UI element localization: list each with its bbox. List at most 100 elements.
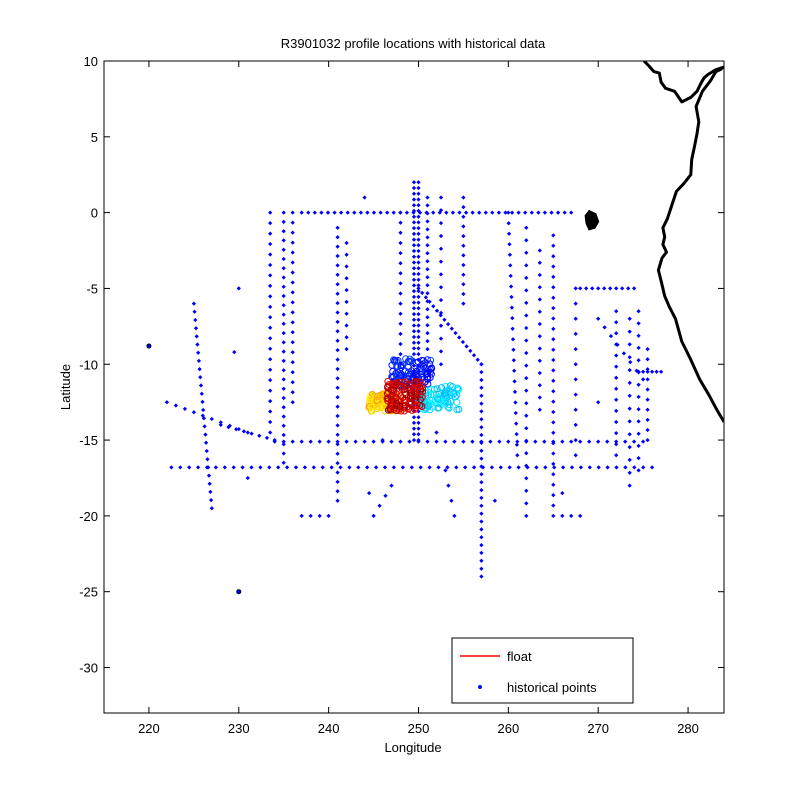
historical-point (524, 350, 529, 356)
historical-point (290, 360, 295, 365)
historical-point (551, 472, 556, 477)
historical-point (268, 419, 273, 425)
historical-point (365, 465, 370, 470)
y-tick-label: -25 (79, 585, 98, 600)
float-series (365, 355, 463, 415)
historical-point (425, 315, 430, 320)
historical-point (442, 317, 447, 322)
historical-point (411, 288, 417, 294)
float-profile-marker (373, 393, 381, 400)
historical-point (510, 326, 515, 331)
historical-point (479, 377, 484, 383)
historical-point (194, 334, 199, 339)
historical-point (516, 465, 521, 470)
historical-point (416, 340, 421, 345)
historical-point (416, 283, 421, 288)
historical-point (560, 465, 566, 470)
historical-point (551, 389, 556, 394)
historical-point (497, 439, 502, 444)
historical-point (335, 498, 340, 503)
historical-point (411, 311, 417, 317)
historical-point (636, 468, 641, 473)
y-tick-label: 5 (91, 130, 98, 145)
historical-point (281, 256, 286, 262)
float-profile-marker (402, 390, 410, 398)
historical-point (551, 316, 556, 321)
historical-point (513, 410, 518, 416)
historical-point (352, 210, 357, 215)
historical-point (457, 210, 462, 215)
y-tick-label: -5 (86, 281, 98, 296)
historical-point (470, 439, 475, 444)
historical-point (542, 210, 548, 215)
historical-point (290, 300, 295, 305)
historical-point (479, 487, 484, 493)
historical-point (281, 451, 286, 456)
historical-point (537, 346, 542, 351)
historical-point (416, 266, 421, 271)
historical-point (464, 344, 469, 349)
historical-point (416, 231, 421, 237)
historical-point (290, 439, 295, 444)
historical-point (645, 407, 650, 412)
historical-point (281, 210, 286, 215)
historical-point (654, 369, 659, 374)
historical-point (479, 448, 484, 453)
historical-point (335, 439, 340, 444)
historical-point (335, 479, 340, 485)
historical-point (537, 248, 542, 253)
historical-point (614, 286, 619, 291)
historical-point (411, 340, 417, 345)
historical-point (398, 321, 403, 326)
historical-point (411, 415, 417, 420)
historical-point (627, 329, 632, 334)
historical-point (411, 248, 417, 254)
historical-point (431, 210, 436, 215)
historical-point (551, 347, 556, 352)
historical-point (383, 493, 388, 498)
historical-point (524, 375, 529, 381)
historical-point (411, 243, 417, 248)
historical-point (645, 357, 650, 362)
historical-point (268, 377, 273, 383)
historical-point (344, 335, 349, 340)
historical-point (640, 439, 646, 444)
historical-point (281, 312, 286, 317)
historical-point (335, 225, 340, 230)
historical-point (524, 413, 529, 418)
historical-point (438, 233, 444, 239)
historical-point (537, 260, 542, 265)
float-profile-marker (453, 391, 461, 399)
historical-point (529, 210, 534, 215)
historical-point (627, 419, 632, 424)
x-tick-label: 270 (587, 721, 609, 736)
historical-point (621, 351, 627, 356)
historical-point (551, 451, 556, 456)
float-profile-marker (397, 362, 405, 370)
historical-point (438, 246, 444, 251)
historical-point (645, 346, 650, 352)
historical-point (398, 240, 403, 246)
historical-point (479, 440, 484, 446)
float-profile-marker (401, 398, 409, 406)
float-profile-marker (386, 406, 394, 413)
historical-point (241, 429, 247, 434)
float-profile-marker (424, 373, 431, 381)
historical-point (449, 498, 454, 503)
historical-point (281, 395, 286, 401)
historical-point (344, 439, 349, 444)
historical-point (398, 301, 403, 306)
historical-point (411, 329, 417, 334)
historical-point (443, 439, 448, 444)
historical-point (358, 210, 364, 215)
historical-point (543, 465, 548, 470)
historical-point (411, 323, 417, 328)
historical-point (203, 440, 209, 445)
historical-point (378, 210, 383, 215)
historical-point (268, 357, 273, 362)
historical-point (640, 369, 646, 374)
historical-point (608, 333, 614, 339)
float-profile-marker (376, 404, 384, 412)
historical-point (508, 263, 513, 268)
historical-point (416, 214, 421, 219)
